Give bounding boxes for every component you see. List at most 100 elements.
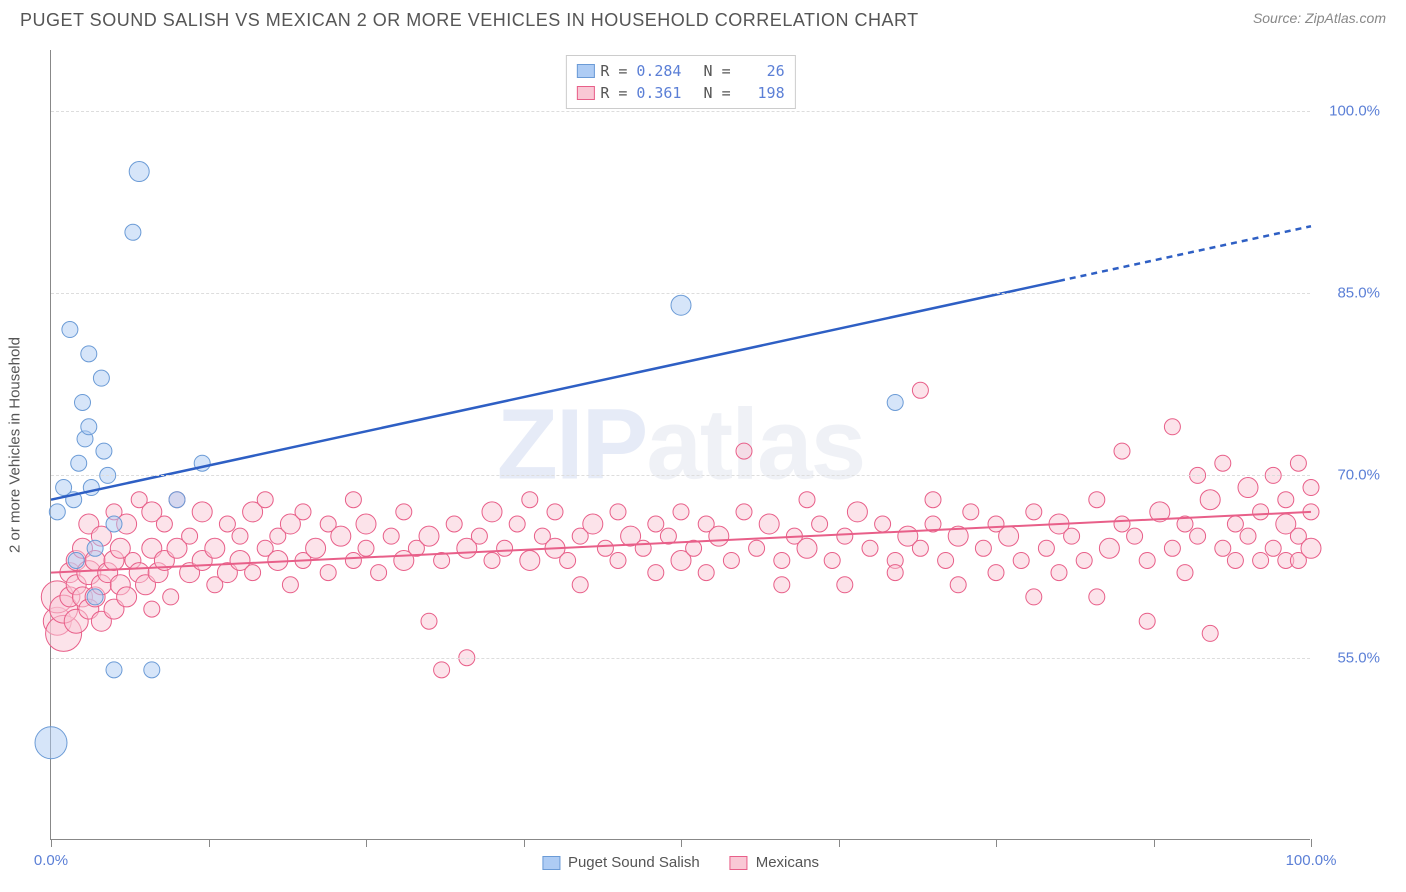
x-tick: [1311, 839, 1312, 847]
scatter-point: [1114, 516, 1130, 532]
scatter-plot-svg: [51, 50, 1310, 839]
scatter-point: [774, 577, 790, 593]
scatter-point: [774, 552, 790, 568]
scatter-point: [106, 662, 122, 678]
scatter-point: [1278, 492, 1294, 508]
scatter-point: [673, 504, 689, 520]
scatter-point: [925, 492, 941, 508]
scatter-point: [245, 565, 261, 581]
y-tick-label: 100.0%: [1320, 102, 1380, 119]
y-tick-label: 85.0%: [1320, 285, 1380, 302]
scatter-point: [1051, 565, 1067, 581]
scatter-point: [1227, 516, 1243, 532]
scatter-point: [1099, 538, 1119, 558]
scatter-point: [482, 502, 502, 522]
scatter-point: [1227, 552, 1243, 568]
scatter-point: [358, 540, 374, 556]
scatter-point: [1177, 565, 1193, 581]
scatter-point: [106, 516, 122, 532]
x-tick: [209, 839, 210, 847]
scatter-point: [192, 502, 212, 522]
scatter-point: [257, 492, 273, 508]
correlation-legend: R = 0.284 N = 26 R = 0.361 N = 198: [565, 55, 795, 109]
scatter-point: [583, 514, 603, 534]
scatter-point: [572, 577, 588, 593]
scatter-point: [1127, 528, 1143, 544]
scatter-point: [912, 382, 928, 398]
scatter-point: [963, 504, 979, 520]
legend-swatch-icon: [542, 856, 560, 870]
scatter-point: [471, 528, 487, 544]
scatter-point: [144, 662, 160, 678]
scatter-point: [759, 514, 779, 534]
scatter-point: [799, 492, 815, 508]
x-tick: [996, 839, 997, 847]
scatter-point: [87, 589, 103, 605]
x-tick: [366, 839, 367, 847]
y-tick-label: 70.0%: [1320, 467, 1380, 484]
legend-label: Mexicans: [756, 854, 819, 871]
chart-container: 2 or more Vehicles in Household ZIPatlas…: [50, 50, 1386, 840]
scatter-point: [96, 443, 112, 459]
n-value-series-1: 26: [735, 62, 785, 80]
scatter-point: [520, 550, 540, 570]
scatter-point: [610, 552, 626, 568]
scatter-point: [950, 577, 966, 593]
scatter-point: [484, 552, 500, 568]
scatter-point: [163, 589, 179, 605]
scatter-point: [396, 504, 412, 520]
y-axis-title: 2 or more Vehicles in Household: [7, 337, 24, 553]
scatter-point: [1164, 419, 1180, 435]
scatter-point: [331, 526, 351, 546]
scatter-point: [75, 394, 91, 410]
legend-swatch-series-1: [576, 64, 594, 78]
x-tick: [681, 839, 682, 847]
scatter-point: [847, 502, 867, 522]
scatter-point: [698, 565, 714, 581]
scatter-point: [421, 613, 437, 629]
scatter-point: [736, 504, 752, 520]
scatter-point: [1139, 613, 1155, 629]
r-value-series-1: 0.284: [631, 62, 681, 80]
scatter-point: [356, 514, 376, 534]
scatter-point: [35, 727, 67, 759]
scatter-point: [862, 540, 878, 556]
scatter-point: [219, 516, 235, 532]
scatter-point: [1202, 625, 1218, 641]
gridline: [51, 293, 1310, 294]
scatter-point: [320, 565, 336, 581]
scatter-point: [295, 504, 311, 520]
y-tick-label: 55.0%: [1320, 649, 1380, 666]
x-tick: [839, 839, 840, 847]
scatter-point: [912, 540, 928, 556]
scatter-point: [345, 492, 361, 508]
trend-line: [51, 281, 1059, 500]
scatter-point: [345, 552, 361, 568]
scatter-point: [1238, 478, 1258, 498]
scatter-point: [125, 224, 141, 240]
scatter-point: [547, 504, 563, 520]
scatter-point: [1215, 455, 1231, 471]
trend-line-extension: [1059, 226, 1311, 281]
scatter-point: [68, 552, 84, 568]
legend-row-series-1: R = 0.284 N = 26: [576, 60, 784, 82]
scatter-point: [610, 504, 626, 520]
scatter-point: [71, 455, 87, 471]
scatter-point: [1200, 490, 1220, 510]
series-legend: Puget Sound Salish Mexicans: [542, 854, 819, 871]
scatter-point: [812, 516, 828, 532]
scatter-point: [648, 516, 664, 532]
scatter-point: [1303, 480, 1319, 496]
scatter-point: [635, 540, 651, 556]
scatter-point: [1301, 538, 1321, 558]
scatter-point: [1026, 589, 1042, 605]
legend-swatch-icon: [730, 856, 748, 870]
scatter-point: [1290, 455, 1306, 471]
scatter-point: [709, 526, 729, 546]
scatter-point: [975, 540, 991, 556]
legend-swatch-series-2: [576, 86, 594, 100]
legend-item-series-1: Puget Sound Salish: [542, 854, 700, 871]
scatter-point: [1164, 540, 1180, 556]
scatter-point: [938, 552, 954, 568]
scatter-point: [371, 565, 387, 581]
